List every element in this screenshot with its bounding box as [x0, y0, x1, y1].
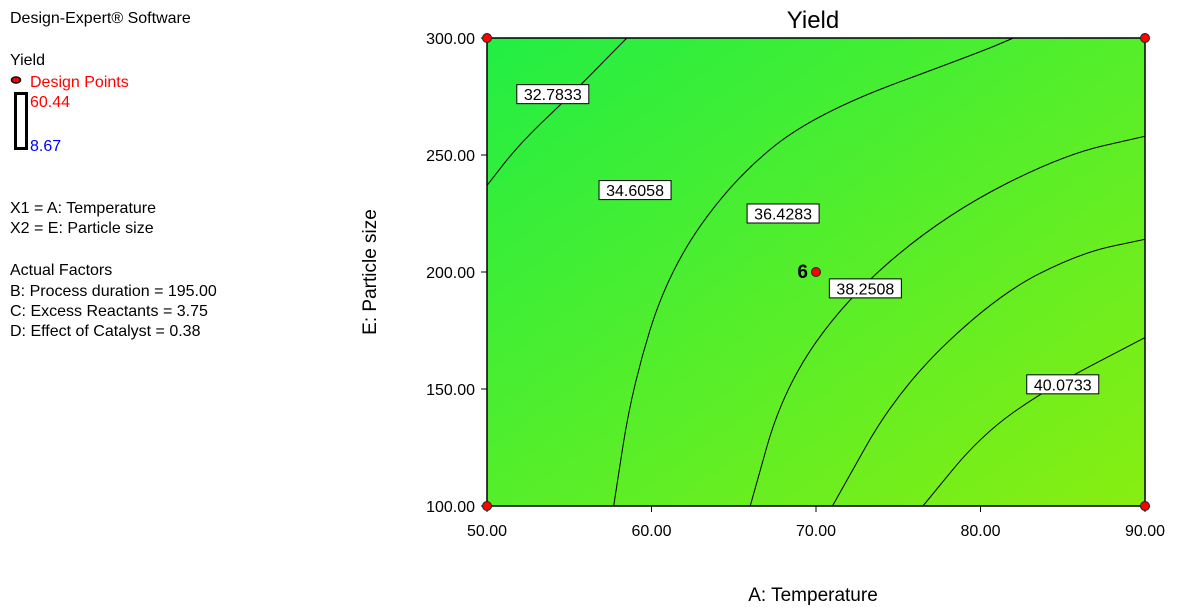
contour-label-box — [516, 84, 590, 105]
contour-layer: 32.7833 34.6058 36.4283 38.2508 40.0733 — [486, 37, 1146, 507]
points-layer: 6 — [482, 33, 1150, 511]
contour-label-box — [1026, 374, 1100, 395]
contour-label: 40.0733 — [1034, 377, 1092, 394]
y-tick-label: 200.00 — [426, 265, 475, 282]
x-tick-label: 60.00 — [631, 523, 671, 540]
y-tick-label: 250.00 — [426, 148, 475, 165]
contour-label: 32.7833 — [524, 87, 582, 104]
factor-process-duration: B: Process duration = 195.00 — [10, 283, 217, 300]
x-tick-label: 70.00 — [796, 523, 836, 540]
contour-label-box — [828, 278, 902, 299]
scale-high-value: 60.44 — [30, 94, 71, 111]
contour-label-box — [746, 203, 820, 224]
contour-label-box — [598, 180, 672, 201]
scale-bar — [14, 92, 28, 150]
contour-label: 34.6058 — [606, 183, 664, 200]
design-point — [811, 267, 821, 277]
x-tick-label: 50.00 — [467, 523, 507, 540]
actual-factors-title: Actual Factors — [10, 262, 113, 279]
x1-label: X1 = A: Temperature — [10, 200, 157, 217]
contour-line — [832, 238, 1146, 507]
scale-low-value: 8.67 — [30, 138, 62, 155]
design-point — [482, 33, 492, 43]
factor-effect-of-catalyst: D: Effect of Catalyst = 0.38 — [10, 323, 201, 340]
contour-line — [749, 135, 1146, 507]
chart-title: Yield — [787, 7, 839, 34]
design-point — [482, 501, 492, 511]
y-axis-label: E: Particle size — [360, 209, 381, 335]
y-tick-label: 100.00 — [426, 499, 475, 516]
software-name: Design-Expert® Software — [10, 10, 191, 27]
design-point — [1140, 33, 1150, 43]
design-point-marker-icon — [10, 72, 24, 92]
y-tick-label: 300.00 — [426, 31, 475, 48]
design-point — [1140, 501, 1150, 511]
response-name: Yield — [10, 52, 45, 69]
design-point-label: 6 — [797, 262, 808, 283]
design-points-label: Design Points — [30, 74, 129, 91]
x-axis-label: A: Temperature — [748, 585, 878, 606]
factor-excess-reactants: C: Excess Reactants = 3.75 — [10, 303, 208, 320]
x-tick-label: 80.00 — [960, 523, 1000, 540]
axis-layer: 50.00 60.00 70.00 80.00 90.00 100.00 150.00 200… — [426, 31, 1165, 540]
contour-line — [613, 37, 1014, 507]
contour-label: 36.4283 — [754, 207, 812, 224]
contour-label: 38.2508 — [836, 281, 894, 298]
y-tick-label: 150.00 — [426, 382, 475, 399]
x-tick-label: 90.00 — [1125, 523, 1165, 540]
x2-label: X2 = E: Particle size — [10, 220, 154, 237]
contour-line — [486, 37, 628, 186]
